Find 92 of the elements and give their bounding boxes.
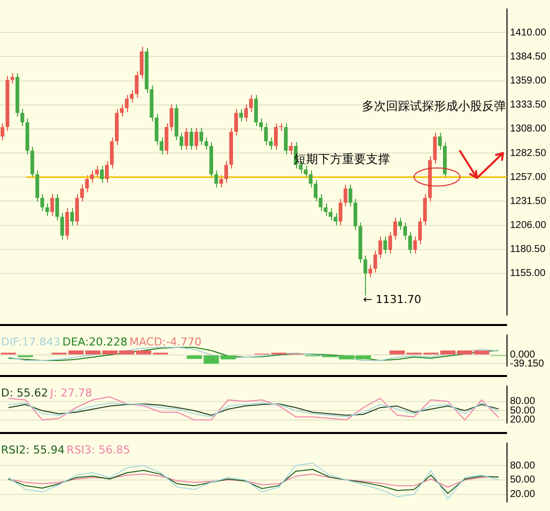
candlestick — [423, 194, 427, 226]
candlestick — [70, 208, 74, 226]
y-tick-label: 50.00 — [510, 405, 536, 416]
candlestick — [259, 118, 263, 132]
series-label: D: 55.62 — [1, 386, 48, 400]
candlestick — [383, 236, 388, 254]
candlestick — [10, 72, 14, 84]
candlestick — [134, 70, 139, 98]
candlestick — [90, 170, 94, 184]
y-tick-label: 1257.00 — [510, 172, 547, 183]
candlestick — [249, 94, 253, 112]
candlestick — [348, 184, 352, 207]
candlestick — [304, 165, 308, 179]
candlestick — [124, 94, 129, 112]
candlestick — [438, 132, 442, 150]
candlestick — [95, 165, 99, 179]
y-tick-label: 20.00 — [510, 414, 536, 426]
candlestick — [80, 184, 84, 202]
series-label: MACD:-4.770 — [129, 335, 202, 348]
y-tick-label: 1308.00 — [510, 124, 547, 135]
candlestick — [55, 194, 60, 222]
candlestick — [269, 136, 273, 150]
y-tick-label: 1155.00 — [510, 268, 546, 280]
y-tick-label: 80.00 — [510, 460, 536, 472]
candlestick — [224, 160, 228, 184]
y-tick-label: 20.00 — [510, 489, 536, 500]
candlestick — [239, 108, 243, 122]
candlestick — [140, 46, 144, 80]
candlestick — [363, 255, 368, 296]
candlestick — [130, 90, 134, 103]
candlestick — [288, 142, 293, 155]
candlestick — [0, 122, 4, 141]
text: RSI2: 55.94 — [1, 443, 65, 456]
candlestick — [219, 174, 224, 188]
candlestick — [334, 212, 338, 226]
series-label: RSI3: 56.85 — [66, 443, 130, 456]
y-tick-label: 1410.00 — [510, 27, 547, 38]
candlestick — [413, 236, 417, 254]
candlestick — [354, 198, 358, 230]
candlestick — [180, 132, 184, 150]
series-label: DEA:20.228 — [62, 335, 128, 348]
candlestick — [60, 212, 64, 240]
candlestick — [105, 160, 109, 184]
candlestick — [393, 217, 398, 240]
candlestick — [254, 94, 258, 127]
candlestick — [184, 128, 188, 150]
candlestick — [190, 128, 194, 150]
candlestick — [30, 146, 34, 179]
candlestick — [35, 170, 40, 202]
candlestick — [344, 184, 348, 207]
y-tick-label: 1359.00 — [510, 76, 547, 87]
y-tick-label: 1282.50 — [510, 148, 547, 159]
candlestick — [403, 222, 407, 240]
candlestick — [75, 194, 79, 226]
annotation: 多次回踩试探形成小股反弹 — [362, 99, 506, 113]
candlestick — [378, 236, 382, 259]
candlestick — [20, 108, 24, 127]
candlestick — [373, 250, 378, 273]
candlestick — [418, 217, 422, 245]
candlestick — [368, 264, 372, 278]
candlestick — [433, 132, 437, 164]
annotation: ← 1131.70 — [363, 292, 422, 306]
y-tick-label: 50.00 — [510, 474, 536, 486]
y-tick-label: 80.00 — [510, 396, 536, 408]
y-tick-label: 1206.00 — [510, 220, 547, 232]
candlestick — [264, 122, 268, 146]
candlestick — [65, 208, 69, 240]
candlestick — [100, 165, 104, 184]
candlestick — [204, 136, 208, 150]
candlestick — [85, 174, 89, 193]
candlestick — [120, 104, 124, 118]
candlestick — [388, 231, 392, 254]
candlestick — [110, 136, 114, 170]
y-tick-label: -39.150 — [510, 358, 544, 370]
y-tick-label: 1333.50 — [510, 100, 547, 111]
candlestick — [398, 217, 402, 230]
candlestick — [40, 194, 44, 212]
candlestick — [274, 122, 278, 150]
candlestick — [194, 128, 198, 150]
candlestick — [50, 194, 54, 216]
candlestick — [45, 203, 50, 216]
series-label: DIF:17.843 — [1, 335, 60, 348]
candlestick — [234, 108, 238, 136]
candlestick — [338, 198, 342, 226]
candlestick — [284, 122, 288, 155]
y-tick-label: 1384.50 — [510, 51, 547, 62]
candlestick — [244, 104, 248, 122]
series-label: J: 27.78 — [49, 386, 92, 400]
y-tick-label: 1231.50 — [510, 196, 547, 207]
y-tick-label: 1180.50 — [510, 244, 546, 256]
candlestick — [408, 231, 412, 254]
y-tick-label: 0.000 — [510, 350, 536, 361]
